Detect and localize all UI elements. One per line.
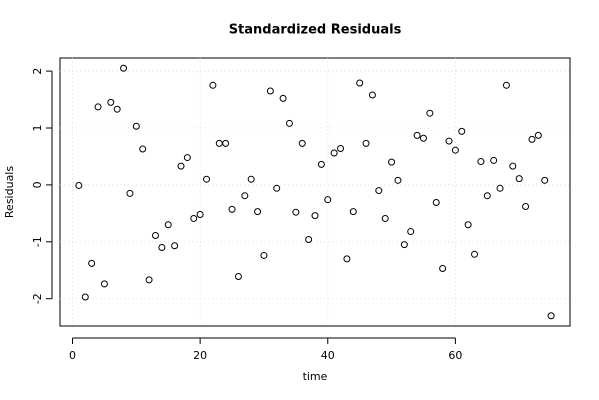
point bbox=[388, 158, 396, 166]
point bbox=[107, 98, 115, 106]
point bbox=[458, 127, 466, 135]
point bbox=[254, 208, 262, 216]
y-tick-label: -2 bbox=[31, 293, 44, 304]
point bbox=[215, 139, 223, 147]
point bbox=[190, 214, 198, 222]
point bbox=[228, 205, 236, 213]
point bbox=[177, 162, 185, 170]
x-tick-label: 40 bbox=[321, 349, 335, 362]
point bbox=[528, 135, 536, 143]
point bbox=[164, 221, 172, 229]
point bbox=[94, 103, 102, 111]
point bbox=[298, 139, 306, 147]
point bbox=[273, 184, 281, 192]
x-tick-label: 60 bbox=[448, 349, 462, 362]
y-tick-label: 1 bbox=[31, 124, 44, 131]
point bbox=[419, 134, 427, 142]
point bbox=[183, 154, 191, 162]
point bbox=[432, 199, 440, 207]
point bbox=[368, 91, 376, 99]
point bbox=[400, 241, 408, 249]
point bbox=[151, 232, 159, 240]
y-tick-label: 0 bbox=[31, 181, 44, 188]
point bbox=[381, 214, 389, 222]
point bbox=[362, 139, 370, 147]
point bbox=[247, 175, 255, 183]
x-tick-label: 20 bbox=[193, 349, 207, 362]
point bbox=[547, 312, 555, 320]
point bbox=[356, 79, 364, 87]
point bbox=[534, 131, 542, 139]
point bbox=[234, 272, 242, 280]
point bbox=[413, 131, 421, 139]
point bbox=[324, 196, 332, 204]
point bbox=[209, 81, 217, 89]
point bbox=[496, 184, 504, 192]
point bbox=[145, 276, 153, 284]
point bbox=[285, 119, 293, 127]
point bbox=[75, 181, 83, 189]
point bbox=[375, 187, 383, 195]
point bbox=[88, 259, 96, 267]
point bbox=[81, 293, 89, 301]
point bbox=[126, 189, 134, 197]
point bbox=[515, 175, 523, 183]
point bbox=[445, 137, 453, 145]
point bbox=[522, 203, 530, 211]
point bbox=[222, 139, 230, 147]
y-tick-label: 2 bbox=[31, 68, 44, 75]
point bbox=[317, 160, 325, 168]
point bbox=[490, 156, 498, 164]
point bbox=[343, 255, 351, 263]
point bbox=[483, 192, 491, 200]
point bbox=[311, 212, 319, 220]
point bbox=[241, 192, 249, 200]
point bbox=[464, 221, 472, 229]
chart-title: Standardized Residuals bbox=[229, 23, 402, 38]
point bbox=[337, 144, 345, 152]
x-tick-label: 0 bbox=[69, 349, 76, 362]
point bbox=[541, 176, 549, 184]
plot-frame bbox=[59, 57, 571, 327]
point bbox=[477, 158, 485, 166]
point bbox=[113, 105, 121, 113]
point bbox=[471, 250, 479, 258]
point bbox=[203, 175, 211, 183]
point bbox=[120, 64, 128, 72]
point bbox=[451, 146, 459, 154]
point bbox=[266, 87, 274, 95]
point bbox=[407, 228, 415, 236]
point bbox=[439, 265, 447, 273]
point bbox=[139, 145, 147, 153]
point bbox=[158, 243, 166, 251]
point bbox=[292, 208, 300, 216]
point bbox=[100, 280, 108, 288]
y-tick-label: -1 bbox=[31, 236, 44, 247]
point bbox=[171, 242, 179, 250]
point bbox=[330, 149, 338, 157]
point bbox=[394, 176, 402, 184]
point bbox=[260, 251, 268, 259]
point bbox=[509, 162, 517, 170]
point bbox=[349, 208, 357, 216]
point bbox=[132, 122, 140, 130]
y-axis-title: Residuals bbox=[3, 166, 16, 218]
point bbox=[502, 81, 510, 89]
x-axis-title: time bbox=[303, 370, 328, 383]
point bbox=[279, 94, 287, 102]
point bbox=[196, 210, 204, 218]
point bbox=[305, 236, 313, 244]
point bbox=[426, 109, 434, 117]
